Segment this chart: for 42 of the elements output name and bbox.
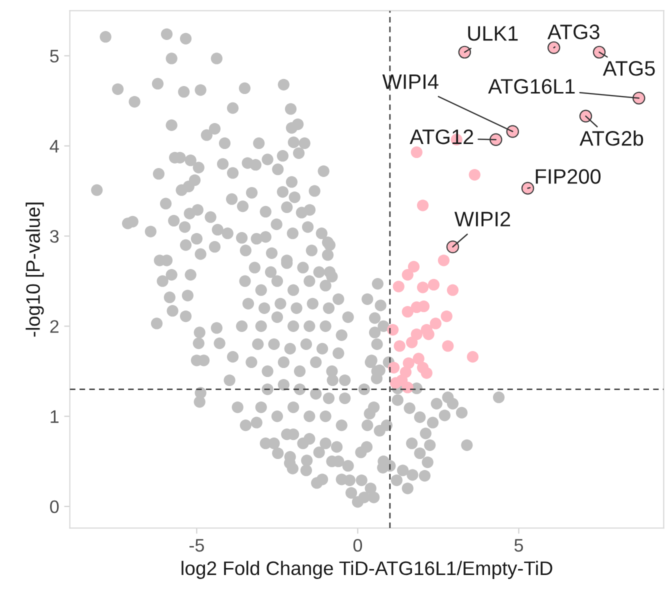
point xyxy=(394,340,406,352)
point xyxy=(466,351,479,363)
point xyxy=(412,352,424,364)
y-tick-label: 1 xyxy=(50,410,59,423)
x-tick-label: 5 xyxy=(514,539,524,552)
point xyxy=(410,146,422,158)
point xyxy=(440,310,452,322)
annotation: WIPI4 xyxy=(382,74,438,89)
y-axis-title: -log10 [P-value] xyxy=(26,202,44,337)
annotation: ATG12 xyxy=(410,129,474,144)
point xyxy=(390,377,402,389)
point xyxy=(406,336,418,348)
y-tick-label: 5 xyxy=(50,50,59,63)
point xyxy=(402,268,414,281)
point xyxy=(430,318,442,330)
annotation: ATG2b xyxy=(580,130,644,146)
y-tick-label: 0 xyxy=(50,500,59,514)
y-tick-label: 3 xyxy=(50,230,59,243)
point xyxy=(416,200,429,212)
x-tick-label: 0 xyxy=(353,538,362,552)
annotation: ULK1 xyxy=(468,26,518,41)
x-axis-title: log2 Fold Change TiD-ATG16L1/Empty-TiD xyxy=(182,560,552,579)
x-tick-label: -5 xyxy=(189,539,204,552)
point xyxy=(408,260,420,272)
point xyxy=(446,284,459,296)
annotation: FIP200 xyxy=(536,169,601,184)
annotation: ATG5 xyxy=(602,61,655,76)
annotation: WIPI2 xyxy=(454,212,510,226)
annotation: ATG3 xyxy=(547,24,600,40)
point xyxy=(416,282,429,294)
y-tick-label: 4 xyxy=(50,140,59,152)
annotation: ATG16L1 xyxy=(488,78,575,94)
point xyxy=(402,306,414,318)
point xyxy=(387,324,399,336)
point xyxy=(388,362,400,374)
point xyxy=(420,367,432,379)
point xyxy=(468,168,480,181)
point xyxy=(428,278,440,291)
point xyxy=(438,254,450,266)
point xyxy=(442,340,454,352)
y-tick-label: 2 xyxy=(50,320,59,333)
point xyxy=(392,280,404,292)
